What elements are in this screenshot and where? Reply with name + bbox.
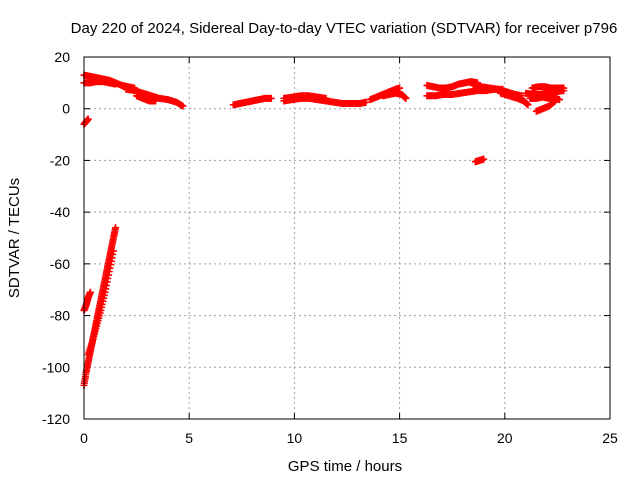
- data-point: [84, 115, 92, 123]
- y-tick-label: 0: [62, 101, 70, 117]
- series-arc-14: [423, 78, 481, 92]
- data-point: [112, 80, 120, 88]
- series-arc-21: [532, 97, 559, 115]
- x-axis-title: GPS time / hours: [288, 458, 402, 475]
- gridlines: [84, 57, 610, 419]
- data-point: [86, 288, 94, 296]
- data-point: [550, 98, 558, 106]
- series-arc-08: [84, 247, 117, 358]
- series-arc-05: [80, 115, 92, 128]
- axis-ticks: 0 5 10 15 20 25 20 0 -20 -40 -60 -80 -100 -120: [42, 49, 618, 446]
- series-arc-13: [379, 89, 410, 102]
- data-point: [179, 102, 187, 110]
- series-arc-18: [471, 155, 488, 166]
- data-point: [551, 97, 559, 105]
- y-tick-label: -20: [50, 152, 70, 168]
- plot-frame: [83, 56, 611, 420]
- series-arc-04: [133, 92, 160, 105]
- x-tick-label: 25: [602, 430, 618, 446]
- data-point: [524, 101, 532, 109]
- x-tick-label: 20: [497, 430, 513, 446]
- x-tick-label: 5: [185, 430, 193, 446]
- data-point: [480, 155, 488, 163]
- data-points: [80, 71, 568, 389]
- series-arc-02: [80, 78, 120, 88]
- series-arc-11: [280, 94, 370, 108]
- series-arc-22: [522, 87, 568, 98]
- x-tick-label: 10: [287, 430, 303, 446]
- y-tick-label: 20: [54, 49, 70, 65]
- y-tick-label: -60: [50, 256, 70, 272]
- series-arc-09: [229, 94, 275, 109]
- data-point: [362, 98, 370, 106]
- y-tick-label: -40: [50, 204, 70, 220]
- series-arc-06: [80, 288, 94, 314]
- chart-title: Day 220 of 2024, Sidereal Day-to-day VTE…: [71, 20, 618, 37]
- data-point: [402, 94, 410, 102]
- series-arc-17: [497, 89, 532, 109]
- data-point: [112, 224, 120, 232]
- y-tick-label: -100: [42, 359, 70, 375]
- data-point: [109, 247, 117, 255]
- y-tick-label: -80: [50, 308, 70, 324]
- x-tick-label: 15: [392, 430, 408, 446]
- x-tick-label: 0: [80, 430, 88, 446]
- y-tick-label: -120: [42, 411, 70, 427]
- data-point: [267, 94, 275, 102]
- data-point: [152, 97, 160, 105]
- data-point: [396, 84, 404, 92]
- y-axis-title: SDTVAR / TECUs: [6, 178, 23, 298]
- data-point: [560, 87, 568, 95]
- data-point: [556, 96, 564, 104]
